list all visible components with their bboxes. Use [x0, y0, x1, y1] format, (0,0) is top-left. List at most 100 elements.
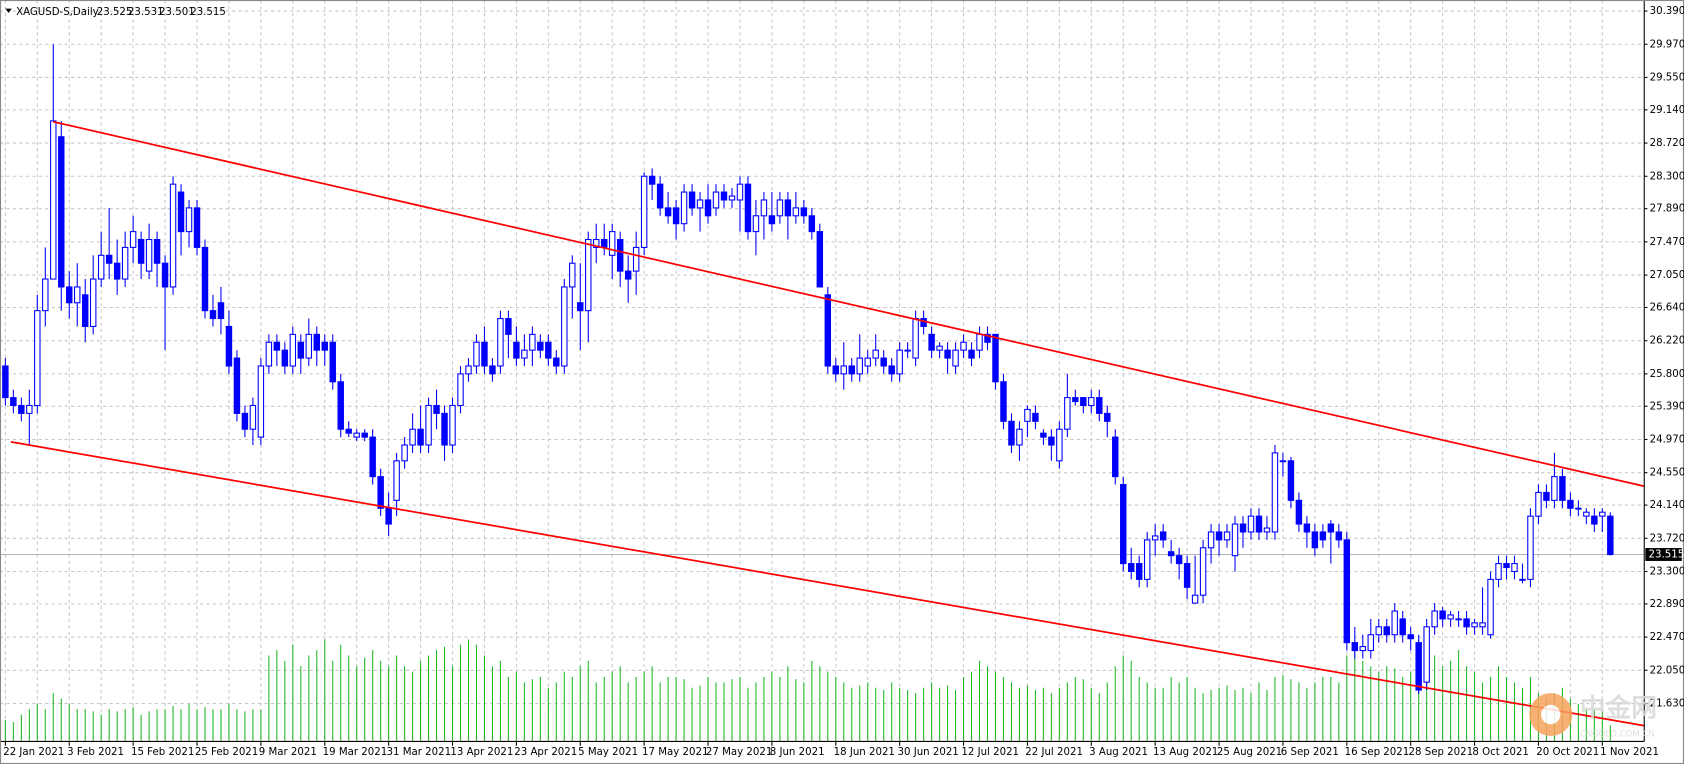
candle-body — [840, 365, 847, 375]
candle-body — [441, 412, 448, 446]
candle-body — [768, 215, 776, 225]
x-tick-label: 8 Oct 2021 — [1472, 747, 1529, 758]
candle-body — [728, 195, 736, 201]
candle-body — [872, 349, 879, 359]
x-tick-label: 25 Aug 2021 — [1217, 747, 1282, 758]
candle-body — [249, 404, 257, 430]
candle-body — [74, 286, 81, 304]
candle-body — [720, 191, 728, 201]
y-tick-label: 26.640 — [1650, 302, 1684, 313]
candle-body — [1191, 594, 1199, 604]
last-price-box — [1645, 548, 1682, 561]
candle-body — [1495, 563, 1502, 580]
candle-body — [752, 215, 760, 233]
x-tick-label: 22 Jul 2021 — [1025, 747, 1083, 758]
candle-body — [1263, 527, 1271, 533]
candle-body — [177, 191, 185, 233]
candle-body — [473, 341, 480, 367]
candle-body — [832, 365, 840, 375]
candle-body — [744, 183, 752, 233]
candle-body — [569, 262, 576, 288]
candle-body — [976, 333, 983, 351]
candle-body — [880, 357, 887, 367]
candle-body — [1471, 622, 1478, 628]
candle-body — [577, 302, 584, 312]
candle-body — [10, 397, 17, 407]
candle-body — [656, 183, 664, 209]
x-tick-label: 23 Apr 2021 — [514, 747, 577, 758]
candle-body — [553, 357, 560, 367]
y-tick-label: 27.890 — [1650, 204, 1684, 215]
candle-body — [1135, 563, 1143, 580]
candle-body — [257, 365, 265, 438]
candle-body — [353, 432, 360, 438]
candle-body — [409, 428, 416, 446]
candle-body — [265, 341, 273, 367]
candle-body — [648, 175, 656, 185]
candle-body — [1575, 507, 1582, 510]
trendline-layer — [10, 120, 1645, 727]
candle-body — [984, 333, 991, 343]
candle-body — [784, 199, 792, 217]
candle-body — [944, 349, 951, 359]
candle-body — [1167, 551, 1175, 557]
candle-body — [561, 286, 568, 367]
y-tick-label: 27.470 — [1650, 237, 1684, 248]
x-tick-label: 13 Aug 2021 — [1153, 747, 1218, 758]
x-tick-label: 19 Mar 2021 — [323, 747, 388, 758]
x-tick-label: 5 May 2021 — [578, 747, 638, 758]
candle-body — [289, 333, 297, 367]
x-tick-label: 30 Jun 2021 — [898, 747, 959, 758]
watermark-logo-inner — [1541, 704, 1561, 725]
candle-body — [688, 191, 696, 209]
x-tick-label: 15 Feb 2021 — [131, 747, 194, 758]
candle-body — [1231, 523, 1239, 557]
last-price-label: 23.515 — [1649, 549, 1684, 560]
candle-body — [1527, 515, 1534, 580]
candle-body — [1463, 618, 1470, 628]
header-open: 23.525 — [97, 7, 133, 18]
x-tick-label: 6 Sep 2021 — [1281, 747, 1339, 758]
candle-body — [1128, 563, 1135, 573]
candle-body — [313, 333, 321, 351]
menu-triangle[interactable] — [5, 8, 12, 13]
candle-body — [904, 349, 911, 352]
candle-body — [1207, 531, 1215, 549]
candle-body — [161, 262, 169, 288]
header-low: 23.501 — [159, 7, 195, 18]
candle-body — [952, 349, 959, 367]
candle-body — [193, 207, 201, 248]
candle-body — [1247, 515, 1255, 533]
candle-body — [121, 246, 129, 280]
candle-body — [1383, 626, 1390, 636]
candle-body — [1239, 523, 1247, 533]
candle-body — [848, 365, 855, 375]
candle-body — [1048, 436, 1055, 446]
x-tick-label: 3 Aug 2021 — [1089, 747, 1148, 758]
candle-body — [1159, 531, 1167, 541]
candle-body — [1543, 491, 1550, 501]
candle-body — [321, 341, 328, 351]
candle-body — [992, 333, 999, 383]
y-tick-label: 29.970 — [1650, 39, 1684, 50]
candle-body — [1559, 476, 1566, 501]
candle-body — [585, 238, 592, 312]
candle-body — [896, 349, 903, 375]
y-tick-label: 27.050 — [1650, 270, 1684, 281]
candle-body — [624, 270, 632, 280]
candle-body — [1335, 531, 1343, 541]
candle-body — [1399, 618, 1406, 636]
x-tick-label: 27 May 2021 — [706, 747, 772, 758]
candle-body — [1535, 491, 1542, 517]
candle-body — [1407, 634, 1414, 640]
candle-body — [1112, 436, 1119, 478]
candle-body — [1175, 555, 1183, 565]
y-tick-label: 26.220 — [1650, 336, 1684, 347]
candle-body — [1303, 523, 1311, 533]
candle-body — [209, 310, 217, 320]
candle-body — [824, 294, 832, 367]
candle-body — [1567, 499, 1574, 509]
candle-body — [696, 199, 704, 209]
header-close: 23.515 — [190, 7, 226, 18]
candle-body — [26, 404, 33, 414]
